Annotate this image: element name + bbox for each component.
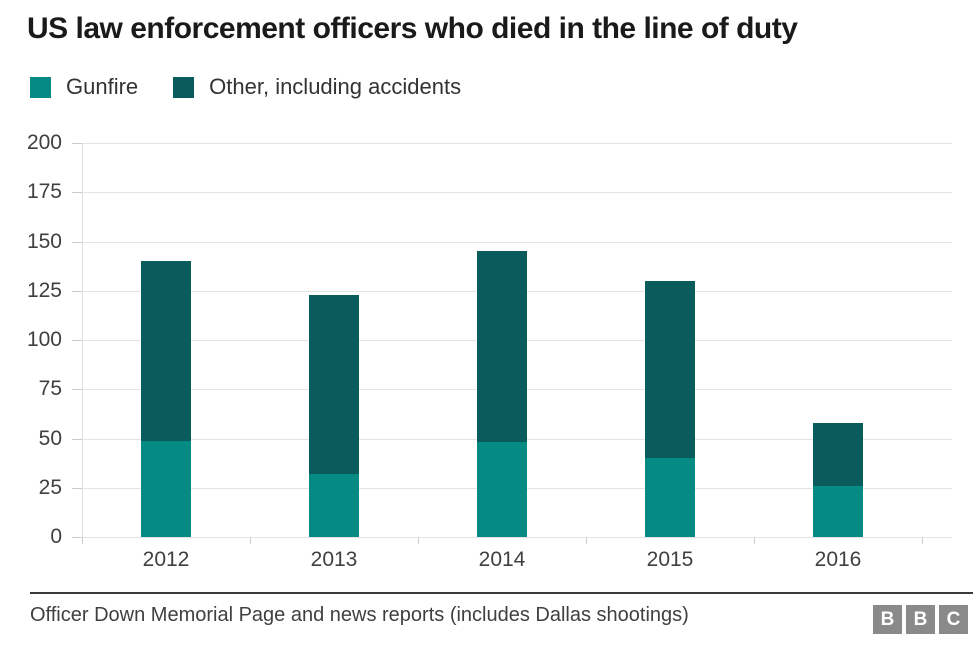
gunfire-swatch-icon bbox=[30, 76, 51, 98]
source-text: Officer Down Memorial Page and news repo… bbox=[30, 604, 689, 626]
bar-segment-other-2013 bbox=[309, 294, 359, 474]
bar-segment-gunfire-2012 bbox=[141, 440, 191, 537]
x-axis-label-2015: 2015 bbox=[646, 548, 694, 571]
y-axis-label-75: 75 bbox=[38, 377, 62, 401]
legend: Gunfire Other, including accidents bbox=[30, 74, 496, 100]
gridline-150 bbox=[82, 241, 952, 243]
x-axis-label-2016: 2016 bbox=[814, 548, 862, 571]
y-axis-tick-150 bbox=[72, 241, 82, 243]
y-axis-line bbox=[82, 143, 83, 544]
y-axis-label-200: 200 bbox=[26, 131, 62, 154]
bar-segment-gunfire-2016 bbox=[813, 485, 863, 537]
y-axis-tick-25 bbox=[72, 487, 82, 489]
bar-column-2014 bbox=[418, 143, 586, 537]
legend-label-other: Other, including accidents bbox=[209, 74, 462, 99]
gridline-0 bbox=[82, 537, 952, 538]
legend-item-gunfire: Gunfire bbox=[30, 74, 138, 100]
y-axis-tick-175 bbox=[72, 192, 82, 194]
footer-divider bbox=[30, 592, 973, 594]
bbc-logo-block-c: C bbox=[939, 605, 968, 634]
x-axis-boundary-tick bbox=[586, 537, 587, 544]
bbc-logo-block-b: B bbox=[873, 605, 902, 634]
bar-segment-other-2012 bbox=[141, 261, 191, 441]
y-axis-tick-75 bbox=[72, 389, 82, 391]
bar-column-2013 bbox=[250, 143, 418, 537]
bar-segment-other-2016 bbox=[813, 422, 863, 486]
bar-column-2015 bbox=[586, 143, 754, 537]
y-axis-tick-100 bbox=[72, 340, 82, 341]
y-axis-tick-200 bbox=[72, 143, 82, 144]
bar-segment-gunfire-2014 bbox=[477, 442, 527, 537]
x-axis-boundary-tick bbox=[754, 537, 755, 544]
y-axis-label-125: 125 bbox=[26, 278, 62, 302]
y-axis-tick-50 bbox=[72, 438, 82, 440]
y-axis-label-0: 0 bbox=[50, 525, 62, 548]
bar-segment-gunfire-2013 bbox=[309, 474, 359, 537]
y-axis-label-100: 100 bbox=[26, 328, 62, 351]
legend-item-other: Other, including accidents bbox=[173, 74, 461, 100]
other-swatch-icon bbox=[173, 76, 195, 98]
bar-column-2016 bbox=[754, 143, 922, 537]
y-axis-label-150: 150 bbox=[26, 229, 62, 253]
y-axis-label-175: 175 bbox=[26, 180, 62, 204]
bar-segment-other-2014 bbox=[477, 251, 527, 443]
y-axis-label-50: 50 bbox=[38, 426, 62, 450]
bar-segment-gunfire-2015 bbox=[645, 458, 695, 537]
x-axis-boundary-tick bbox=[922, 537, 923, 544]
legend-label-gunfire: Gunfire bbox=[66, 74, 139, 99]
x-axis-boundary-tick bbox=[250, 537, 251, 544]
stacked-bar-chart: 0 25 50 75 100 125 150 175 200 2012 2013 2014 2015 20… bbox=[26, 131, 952, 571]
chart-title: US law enforcement officers who died in … bbox=[27, 12, 798, 45]
y-axis-tick-0 bbox=[72, 537, 82, 538]
x-axis-label-2013: 2013 bbox=[310, 548, 358, 571]
y-axis-tick-125 bbox=[72, 290, 82, 292]
bar-segment-other-2015 bbox=[645, 280, 695, 459]
x-axis-label-2014: 2014 bbox=[478, 548, 526, 571]
y-axis-label-25: 25 bbox=[38, 475, 62, 499]
x-axis-boundary-tick bbox=[82, 537, 83, 544]
x-axis-boundary-tick bbox=[418, 537, 419, 544]
gridline-175 bbox=[82, 192, 952, 194]
gridline-200 bbox=[82, 143, 952, 144]
bar-column-2012 bbox=[82, 143, 250, 537]
bbc-logo-block-b: B bbox=[906, 605, 935, 634]
x-axis-label-2012: 2012 bbox=[142, 548, 190, 571]
